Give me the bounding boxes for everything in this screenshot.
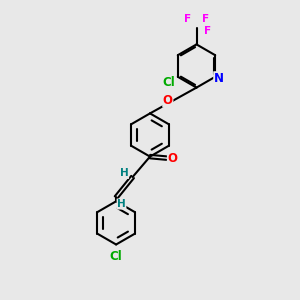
Text: F: F bbox=[204, 26, 211, 37]
Text: F: F bbox=[202, 14, 209, 25]
Text: Cl: Cl bbox=[162, 76, 175, 89]
Text: H: H bbox=[120, 168, 129, 178]
Text: Cl: Cl bbox=[110, 250, 122, 263]
Text: N: N bbox=[214, 72, 224, 85]
Text: H: H bbox=[117, 199, 126, 209]
Text: F: F bbox=[184, 14, 191, 25]
Text: O: O bbox=[163, 94, 173, 107]
Text: O: O bbox=[167, 152, 178, 165]
